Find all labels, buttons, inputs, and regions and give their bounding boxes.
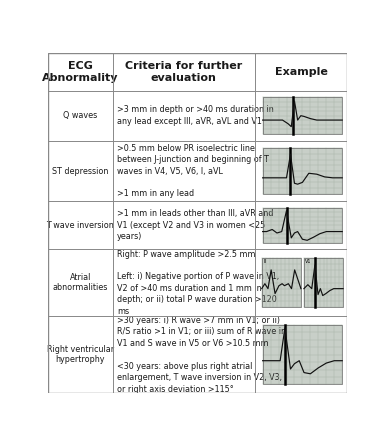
Text: ECG
Abnormality: ECG Abnormality — [42, 61, 119, 83]
Bar — [262, 325, 342, 385]
Text: >3 mm in depth or >40 ms duration in
any lead except III, aVR, aVL and V1: >3 mm in depth or >40 ms duration in any… — [117, 106, 274, 126]
Text: >0.5 mm below PR isoelectric line
between J-junction and beginning of T
waves in: >0.5 mm below PR isoelectric line betwee… — [117, 144, 269, 198]
Bar — [262, 149, 342, 194]
Bar — [262, 208, 342, 243]
Text: Example: Example — [274, 67, 327, 77]
Text: Q waves: Q waves — [63, 111, 98, 120]
Text: II: II — [263, 259, 266, 264]
Text: >1 mm in leads other than III, aVR and
V1 (except V2 and V3 in women <25
years): >1 mm in leads other than III, aVR and V… — [117, 210, 273, 241]
Text: Atrial
abnormalities: Atrial abnormalities — [53, 273, 108, 293]
Bar — [262, 97, 342, 134]
Bar — [262, 149, 342, 194]
Bar — [262, 208, 342, 243]
Text: Right ventricular
hypertrophy: Right ventricular hypertrophy — [47, 345, 114, 365]
Text: Criteria for further
evaluation: Criteria for further evaluation — [125, 61, 242, 83]
Text: T wave inversion: T wave inversion — [47, 221, 114, 230]
Bar — [262, 258, 301, 307]
Text: Right: P wave amplitude >2.5 mm

Left: i) Negative portion of P wave in V1,
V2 o: Right: P wave amplitude >2.5 mm Left: i)… — [117, 250, 279, 316]
Text: V1: V1 — [305, 259, 312, 264]
Text: >30 years: i) R wave >7 mm in V1; or ii)
R/S ratio >1 in V1; or iii) sum of R wa: >30 years: i) R wave >7 mm in V1; or ii)… — [117, 316, 286, 394]
Bar — [262, 325, 342, 385]
Bar — [304, 258, 343, 307]
Bar — [304, 258, 343, 307]
Text: ST depression: ST depression — [52, 167, 108, 175]
Bar — [262, 258, 301, 307]
Bar — [262, 97, 342, 134]
